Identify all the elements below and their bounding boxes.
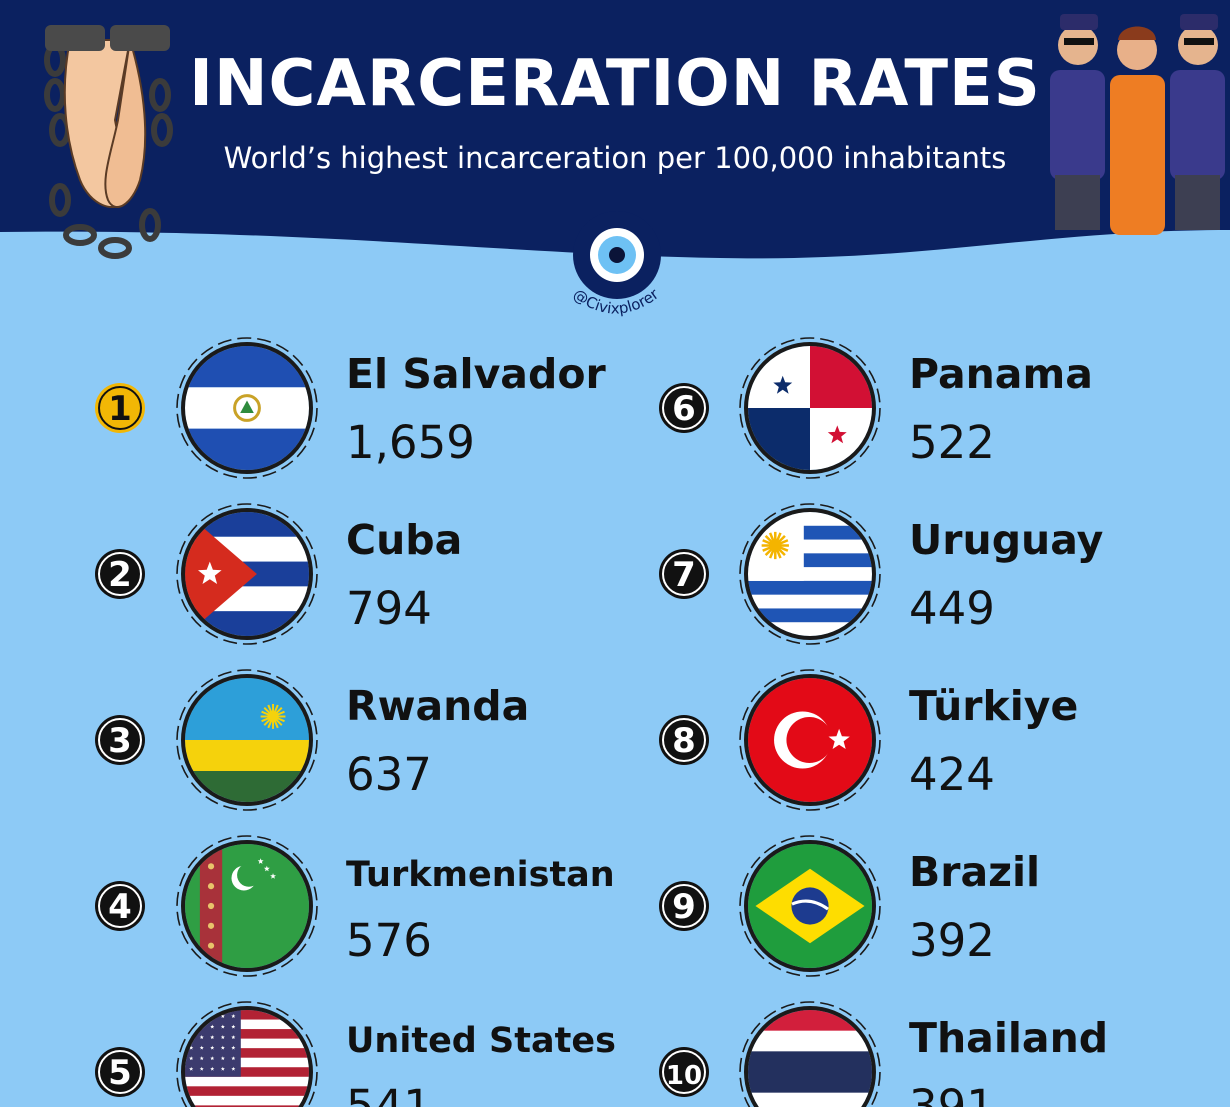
country-name: United States xyxy=(346,1021,616,1061)
rank-badge: 7 xyxy=(659,549,709,599)
table-row: 10 Thailand 391 xyxy=(659,1001,1108,1107)
rate-value: 392 xyxy=(909,914,995,967)
table-row: 9 Brazil 392 xyxy=(659,835,1040,977)
rate-value: 794 xyxy=(346,582,432,635)
rate-value: 522 xyxy=(909,416,995,469)
country-name: Türkiye xyxy=(909,682,1078,730)
country-name: Turkmenistan xyxy=(346,855,615,895)
rank-badge: 3 xyxy=(95,715,145,765)
rank-badge: 8 xyxy=(659,715,709,765)
barbed-wire-ring xyxy=(181,674,313,806)
rate-value: 391 xyxy=(909,1080,995,1107)
barbed-wire-ring xyxy=(181,342,313,474)
rank-badge: 5 xyxy=(95,1047,145,1097)
table-row: 8 Türkiye 424 xyxy=(659,669,1078,811)
barbed-wire-ring xyxy=(181,840,313,972)
rate-value: 424 xyxy=(909,748,995,801)
table-row: 6 Panama 522 xyxy=(659,337,1093,479)
evil-eye-logo xyxy=(573,211,661,299)
rank-badge: 2 xyxy=(95,549,145,599)
rank-badge: 10 xyxy=(659,1047,709,1097)
officers-and-prisoner-icon xyxy=(1050,14,1225,235)
country-name: El Salvador xyxy=(346,350,606,398)
rate-value: 449 xyxy=(909,582,995,635)
barbed-wire-ring xyxy=(181,508,313,640)
table-row: 2 Cuba 794 xyxy=(95,503,462,645)
usa-flag xyxy=(185,1010,309,1107)
table-row: 7 Uruguay 449 xyxy=(659,503,1103,645)
barbed-wire-ring xyxy=(744,1006,876,1107)
rank-number: 3 xyxy=(108,721,132,761)
barbed-wire-ring xyxy=(744,508,876,640)
rank-number: 2 xyxy=(108,555,132,595)
rwanda-flag xyxy=(185,678,309,802)
country-name: Brazil xyxy=(909,848,1040,896)
rank-number: 1 xyxy=(108,389,132,429)
el-salvador-flag xyxy=(185,346,309,470)
page-title: INCARCERATION RATES xyxy=(189,47,1041,121)
rank-badge: 9 xyxy=(659,881,709,931)
table-row: 1 El Salvador 1,659 xyxy=(95,337,606,479)
brazil-flag xyxy=(748,844,872,968)
panama-flag xyxy=(748,346,872,470)
country-name: Rwanda xyxy=(346,682,529,730)
barbed-wire-ring xyxy=(181,1006,313,1107)
page-subtitle: World’s highest incarceration per 100,00… xyxy=(223,141,1007,175)
rank-number: 4 xyxy=(108,887,132,927)
barbed-wire-ring xyxy=(744,674,876,806)
chained-hands-icon xyxy=(44,25,173,259)
country-name: Cuba xyxy=(346,516,462,564)
rank-badge: 6 xyxy=(659,383,709,433)
country-name: Uruguay xyxy=(909,516,1103,564)
country-name: Panama xyxy=(909,350,1093,398)
rank-number: 9 xyxy=(672,887,696,927)
rank-number: 5 xyxy=(108,1053,132,1093)
rate-value: 637 xyxy=(346,748,432,801)
header-banner xyxy=(0,0,1230,259)
rank-number: 10 xyxy=(666,1061,702,1091)
barbed-wire-ring xyxy=(744,840,876,972)
watermark: @Civixplorer xyxy=(570,284,663,317)
rank-number: 8 xyxy=(672,721,696,761)
country-name: Thailand xyxy=(909,1014,1108,1062)
turkiye-flag xyxy=(748,678,872,802)
table-row: 4 Turkmenistan 576 xyxy=(95,835,615,977)
cuba-flag xyxy=(185,512,309,636)
table-row: 3 Rwanda 637 xyxy=(95,669,529,811)
rate-value: 1,659 xyxy=(346,416,475,469)
table-row: 5 United States 541 xyxy=(95,1001,616,1107)
rank-badge: 1 xyxy=(95,383,145,433)
rate-value: 576 xyxy=(346,914,432,967)
barbed-wire-ring xyxy=(744,342,876,474)
turkmenistan-flag xyxy=(185,844,309,968)
rank-number: 6 xyxy=(672,389,696,429)
rate-value: 541 xyxy=(346,1080,432,1107)
rank-badge: 4 xyxy=(95,881,145,931)
rank-number: 7 xyxy=(672,555,696,595)
uruguay-flag xyxy=(748,512,872,636)
